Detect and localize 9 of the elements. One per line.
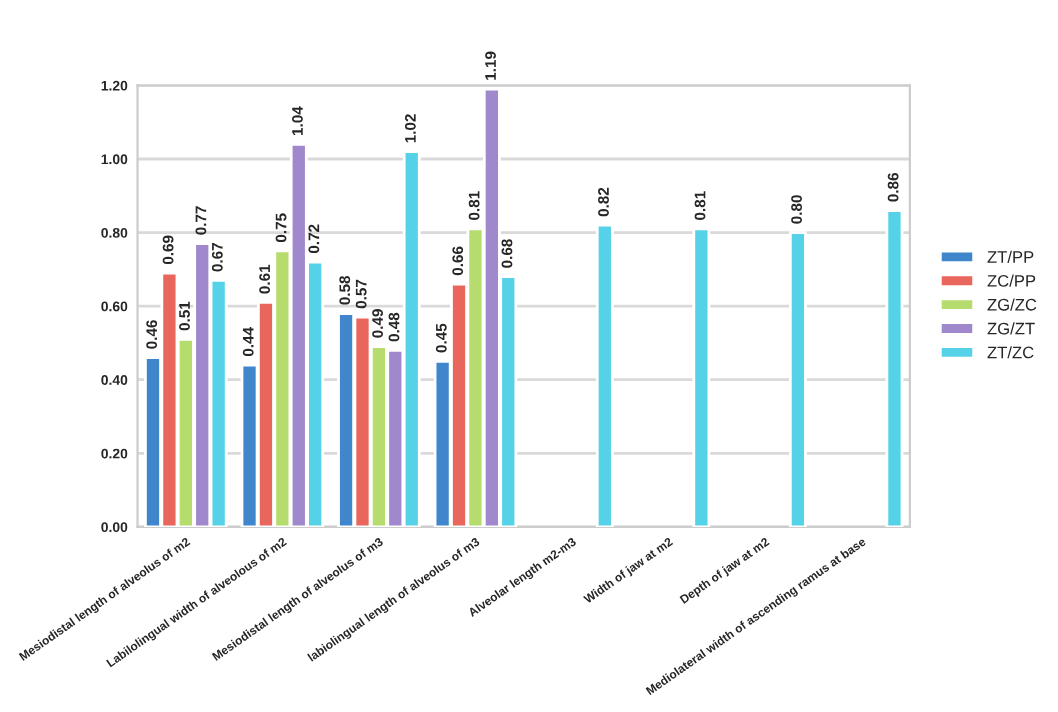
bar <box>788 231 807 527</box>
bar <box>595 223 614 527</box>
legend-label: ZT/ZC <box>987 346 1034 359</box>
bar <box>885 209 904 527</box>
legend-label: ZG/ZT <box>987 322 1035 335</box>
bar <box>692 227 711 527</box>
legend-label: ZT/PP <box>987 250 1034 263</box>
legend-label: ZG/ZC <box>987 298 1037 311</box>
legend-label: ZC/PP <box>987 274 1036 287</box>
